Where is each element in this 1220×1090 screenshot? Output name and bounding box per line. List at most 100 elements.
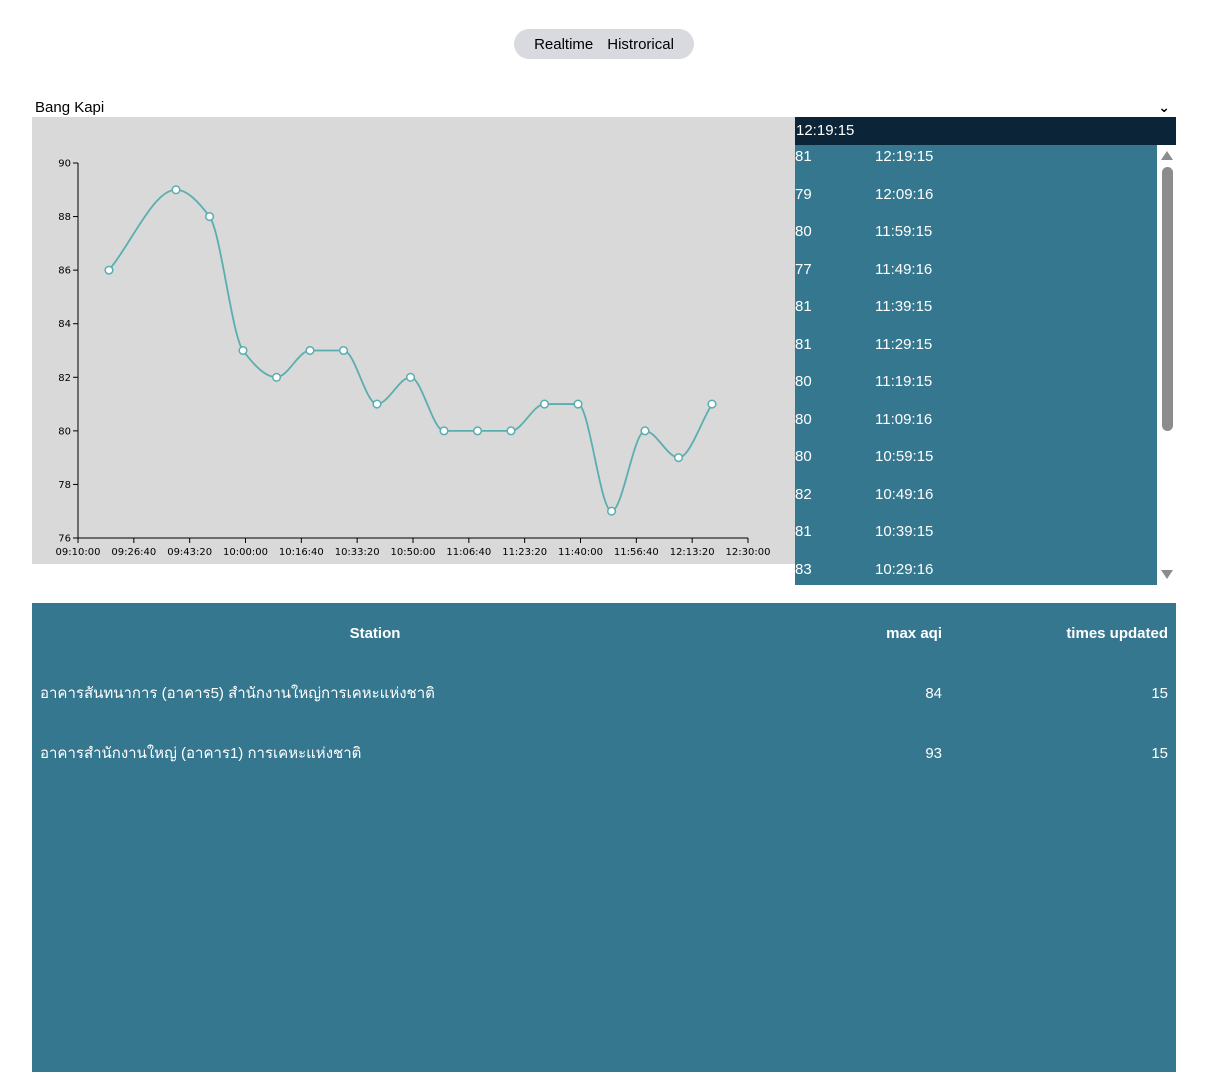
x-tick-label: 11:23:20 <box>502 547 547 558</box>
scrollbar[interactable] <box>1157 145 1176 585</box>
data-point <box>606 506 617 516</box>
chevron-down-icon: ⌄ <box>1158 98 1170 115</box>
reading-row: 81 10:39:15 <box>795 523 1157 560</box>
x-tick-label: 10:50:00 <box>391 547 436 558</box>
realtime-tab[interactable]: Realtime <box>534 35 594 53</box>
mode-toggle: Realtime Histrorical <box>514 29 694 59</box>
station-select-value: Bang Kapi <box>35 98 105 116</box>
reading-row: 80 11:09:16 <box>795 411 1157 448</box>
reading-time: 12:19:15 <box>875 148 934 165</box>
y-tick-label: 76 <box>58 534 71 545</box>
x-tick-label: 09:10:00 <box>56 547 101 558</box>
reading-time: 11:59:15 <box>875 223 933 240</box>
scroll-thumb[interactable] <box>1162 167 1173 431</box>
reading-time: 11:19:15 <box>875 373 933 390</box>
reading-aqi: 80 <box>795 448 812 465</box>
y-tick-label: 88 <box>58 212 71 223</box>
data-point <box>171 185 181 195</box>
data-point <box>707 399 717 409</box>
max-aqi-cell: 84 <box>925 684 942 702</box>
reading-row: 81 11:29:15 <box>795 336 1157 373</box>
data-point <box>573 399 583 409</box>
x-tick-label: 09:26:40 <box>111 547 156 558</box>
station-table: Station max aqi times updated อาคารสันทน… <box>32 603 1176 1072</box>
data-point <box>372 399 382 409</box>
times-updated-cell: 15 <box>1151 744 1168 762</box>
scroll-up-arrow-icon[interactable] <box>1161 151 1173 160</box>
station-cell: อาคารสำนักงานใหญ่ (อาคาร1) การเคหะแห่งชา… <box>40 745 362 762</box>
chart-svg: 76 78 80 82 84 86 88 90 09:10:00 09:26:40 09:43:20… <box>56 159 771 559</box>
y-tick-label: 78 <box>58 480 71 491</box>
reading-row: 82 10:49:16 <box>795 486 1157 523</box>
header-times-updated: times updated <box>1066 624 1168 642</box>
reading-row: 80 11:59:15 <box>795 223 1157 260</box>
reading-time: 10:39:15 <box>875 523 934 540</box>
header-max-aqi: max aqi <box>886 624 942 642</box>
reading-time: 11:29:15 <box>875 335 933 353</box>
y-tick-label: 90 <box>58 159 71 170</box>
data-point <box>238 345 248 356</box>
x-tick-label: 10:33:20 <box>335 547 380 558</box>
readings-header: 12:19:15 <box>795 117 1176 145</box>
series-line <box>108 188 713 513</box>
reading-row: 83 10:29:16 <box>795 561 1157 586</box>
readings-body: 81 12:19:15 79 12:09:16 80 11:59:15 77 11:49:16… <box>795 145 1157 585</box>
y-tick-label: 84 <box>58 319 71 330</box>
header-station: Station <box>349 624 401 642</box>
table-row: อาคารสันทนาการ (อาคาร5) สำนักงานใหญ่การเ… <box>32 663 1176 723</box>
reading-time: 12:09:16 <box>875 185 934 203</box>
reading-time: 11:49:16 <box>875 260 933 278</box>
data-point <box>338 345 349 356</box>
table-row: อาคารสำนักงานใหญ่ (อาคาร1) การเคหะแห่งชา… <box>32 723 1176 783</box>
max-aqi-cell: 93 <box>925 744 942 762</box>
y-tick-label: 86 <box>58 266 71 277</box>
y-tick-label: 82 <box>58 373 71 384</box>
reading-aqi: 81 <box>795 298 812 315</box>
reading-row: 80 10:59:15 <box>795 448 1157 485</box>
station-cell: อาคารสันทนาการ (อาคาร5) สำนักงานใหญ่การเ… <box>40 685 435 702</box>
data-point <box>305 345 315 356</box>
data-point <box>439 426 449 436</box>
data-point <box>405 372 416 382</box>
reading-time: 10:29:16 <box>875 560 934 578</box>
x-tick-label: 10:16:40 <box>279 547 324 558</box>
reading-time: 10:49:16 <box>875 485 934 503</box>
x-tick-label: 11:56:40 <box>614 547 659 558</box>
reading-row: 80 11:19:15 <box>795 373 1157 410</box>
x-tick-label: 10:00:00 <box>223 547 268 558</box>
aqi-line-chart: 76 78 80 82 84 86 88 90 09:10:00 09:26:40 09:43:20… <box>32 117 795 564</box>
reading-aqi: 80 <box>795 373 812 390</box>
data-point <box>472 426 483 436</box>
station-select[interactable]: Bang Kapi ⌄ <box>32 96 1176 118</box>
x-tick-label: 11:40:00 <box>558 547 603 558</box>
x-tick-label: 12:13:20 <box>670 547 715 558</box>
data-point <box>640 426 650 436</box>
data-point <box>506 426 516 436</box>
reading-row: 81 11:39:15 <box>795 298 1157 335</box>
times-updated-cell: 15 <box>1151 684 1168 702</box>
reading-time: 10:59:15 <box>875 448 934 465</box>
x-tick-label: 11:06:40 <box>446 547 491 558</box>
reading-aqi: 79 <box>795 185 812 203</box>
reading-aqi: 80 <box>795 410 812 428</box>
reading-time: 11:09:16 <box>875 410 933 428</box>
x-tick-label: 12:30:00 <box>726 547 771 558</box>
data-point <box>673 453 684 463</box>
reading-row: 77 11:49:16 <box>795 261 1157 298</box>
reading-aqi: 77 <box>795 260 812 278</box>
scroll-down-arrow-icon[interactable] <box>1161 570 1173 579</box>
reading-aqi: 82 <box>795 485 812 503</box>
reading-aqi: 80 <box>795 223 812 240</box>
reading-row: 81 12:19:15 <box>795 148 1157 185</box>
reading-aqi: 81 <box>795 335 812 353</box>
readings-list: 12:19:15 81 12:19:15 79 12:09:16 80 11:59:15 7… <box>795 117 1176 585</box>
reading-aqi: 81 <box>795 523 812 540</box>
reading-aqi: 83 <box>795 560 812 578</box>
x-tick-label: 09:43:20 <box>167 547 212 558</box>
historical-tab[interactable]: Histrorical <box>607 35 674 53</box>
reading-aqi: 81 <box>795 148 812 165</box>
data-point <box>271 372 282 382</box>
y-tick-label: 80 <box>58 426 71 437</box>
data-point <box>539 399 550 409</box>
data-point <box>104 265 114 275</box>
